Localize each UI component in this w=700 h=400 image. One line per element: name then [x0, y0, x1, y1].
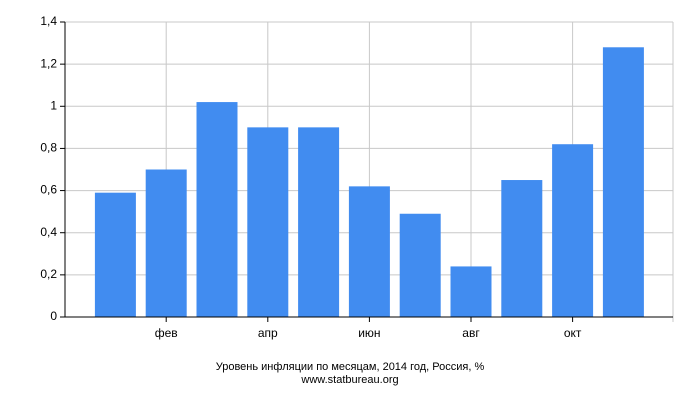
bar	[348, 186, 390, 317]
bar	[450, 266, 492, 317]
y-tick-label: 0,4	[40, 225, 57, 239]
y-tick-label: 0,8	[40, 141, 57, 155]
chart-subtitle: www.statbureau.org	[300, 374, 398, 386]
x-tick-label: окт	[564, 326, 582, 340]
y-tick-label: 0,2	[40, 267, 57, 281]
bar	[145, 169, 187, 317]
bar	[501, 180, 543, 317]
bar	[196, 102, 238, 317]
y-tick-label: 0,6	[40, 183, 57, 197]
bar	[399, 213, 441, 317]
bar	[298, 127, 340, 317]
x-tick-label: авг	[462, 326, 480, 340]
y-tick-label: 0	[50, 309, 57, 323]
x-tick-label: апр	[258, 326, 278, 340]
chart-title: Уровень инфляции по месяцам, 2014 год, Р…	[216, 361, 485, 373]
y-tick-label: 1	[50, 98, 57, 112]
y-tick-label: 1,2	[40, 56, 57, 70]
bar	[552, 144, 594, 317]
x-tick-label: фев	[155, 326, 178, 340]
bar	[94, 192, 136, 317]
y-tick-label: 1,4	[40, 14, 57, 28]
x-tick-label: июн	[358, 326, 380, 340]
bar	[247, 127, 289, 317]
bar	[602, 47, 644, 318]
